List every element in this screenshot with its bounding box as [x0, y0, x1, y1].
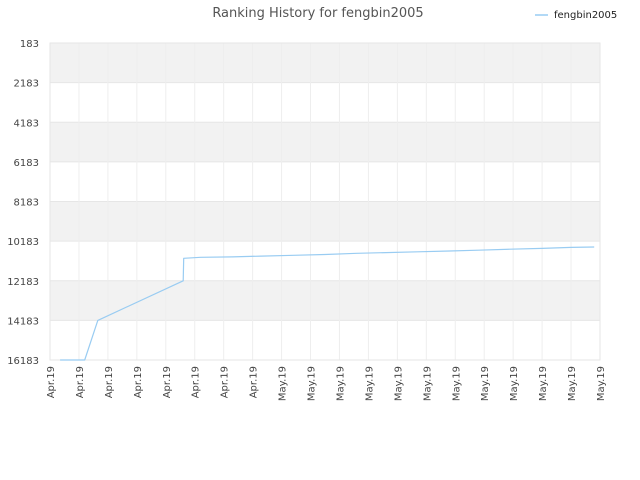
y-tick-label: 12183 — [7, 277, 39, 288]
plot-band — [50, 280, 600, 321]
y-tick-label: 16183 — [7, 356, 39, 367]
x-tick-label: May.19 — [451, 366, 462, 401]
plot-band — [50, 201, 600, 242]
x-tick-label: Apr.19 — [133, 366, 144, 398]
x-tick-label: Apr.19 — [249, 366, 260, 398]
x-tick-label: May.19 — [422, 366, 433, 401]
x-tick-label: May.19 — [567, 366, 578, 401]
series-line-fengbin2005 — [60, 246, 595, 361]
x-tick-label: Apr.19 — [46, 366, 57, 398]
plot-bands — [50, 43, 600, 321]
x-axis-tick-labels: Apr.19 Apr.19 Apr.19 Apr.19 Apr.19 Apr.19 Apr.… — [46, 366, 607, 401]
x-tick-label: May.19 — [364, 366, 375, 401]
y-tick-label: 183 — [20, 39, 39, 50]
x-tick-label: May.19 — [278, 366, 289, 401]
y-tick-label: 10183 — [7, 237, 39, 248]
x-tick-label: Apr.19 — [220, 366, 231, 398]
legend-label-fengbin2005: fengbin2005 — [554, 10, 617, 21]
x-tick-label: May.19 — [509, 366, 520, 401]
legend[interactable]: fengbin2005 — [535, 10, 617, 21]
y-tick-label: 6183 — [14, 158, 39, 169]
x-tick-label: May.19 — [307, 366, 318, 401]
chart-title: Ranking History for fengbin2005 — [212, 6, 423, 21]
plot-band — [50, 43, 600, 83]
x-tick-label: Apr.19 — [162, 366, 173, 398]
y-tick-label: 4183 — [14, 118, 39, 129]
plot-band — [50, 122, 600, 162]
x-tick-label: May.19 — [393, 366, 404, 401]
y-tick-label: 14183 — [7, 316, 39, 327]
x-tick-label: May.19 — [335, 366, 346, 401]
x-tick-label: May.19 — [480, 366, 491, 401]
x-tick-label: Apr.19 — [104, 366, 115, 398]
y-tick-label: 8183 — [14, 198, 39, 209]
x-tick-label: Apr.19 — [191, 366, 202, 398]
y-tick-label: 2183 — [14, 79, 39, 90]
x-tick-label: May.19 — [538, 366, 549, 401]
series-layer — [60, 246, 595, 361]
x-tick-label: May.19 — [596, 366, 607, 401]
y-axis-tick-labels: 183 2183 4183 6183 8183 10183 12183 14183 16183 — [7, 39, 39, 367]
x-tick-label: Apr.19 — [75, 366, 86, 398]
plot-border — [49, 42, 601, 361]
